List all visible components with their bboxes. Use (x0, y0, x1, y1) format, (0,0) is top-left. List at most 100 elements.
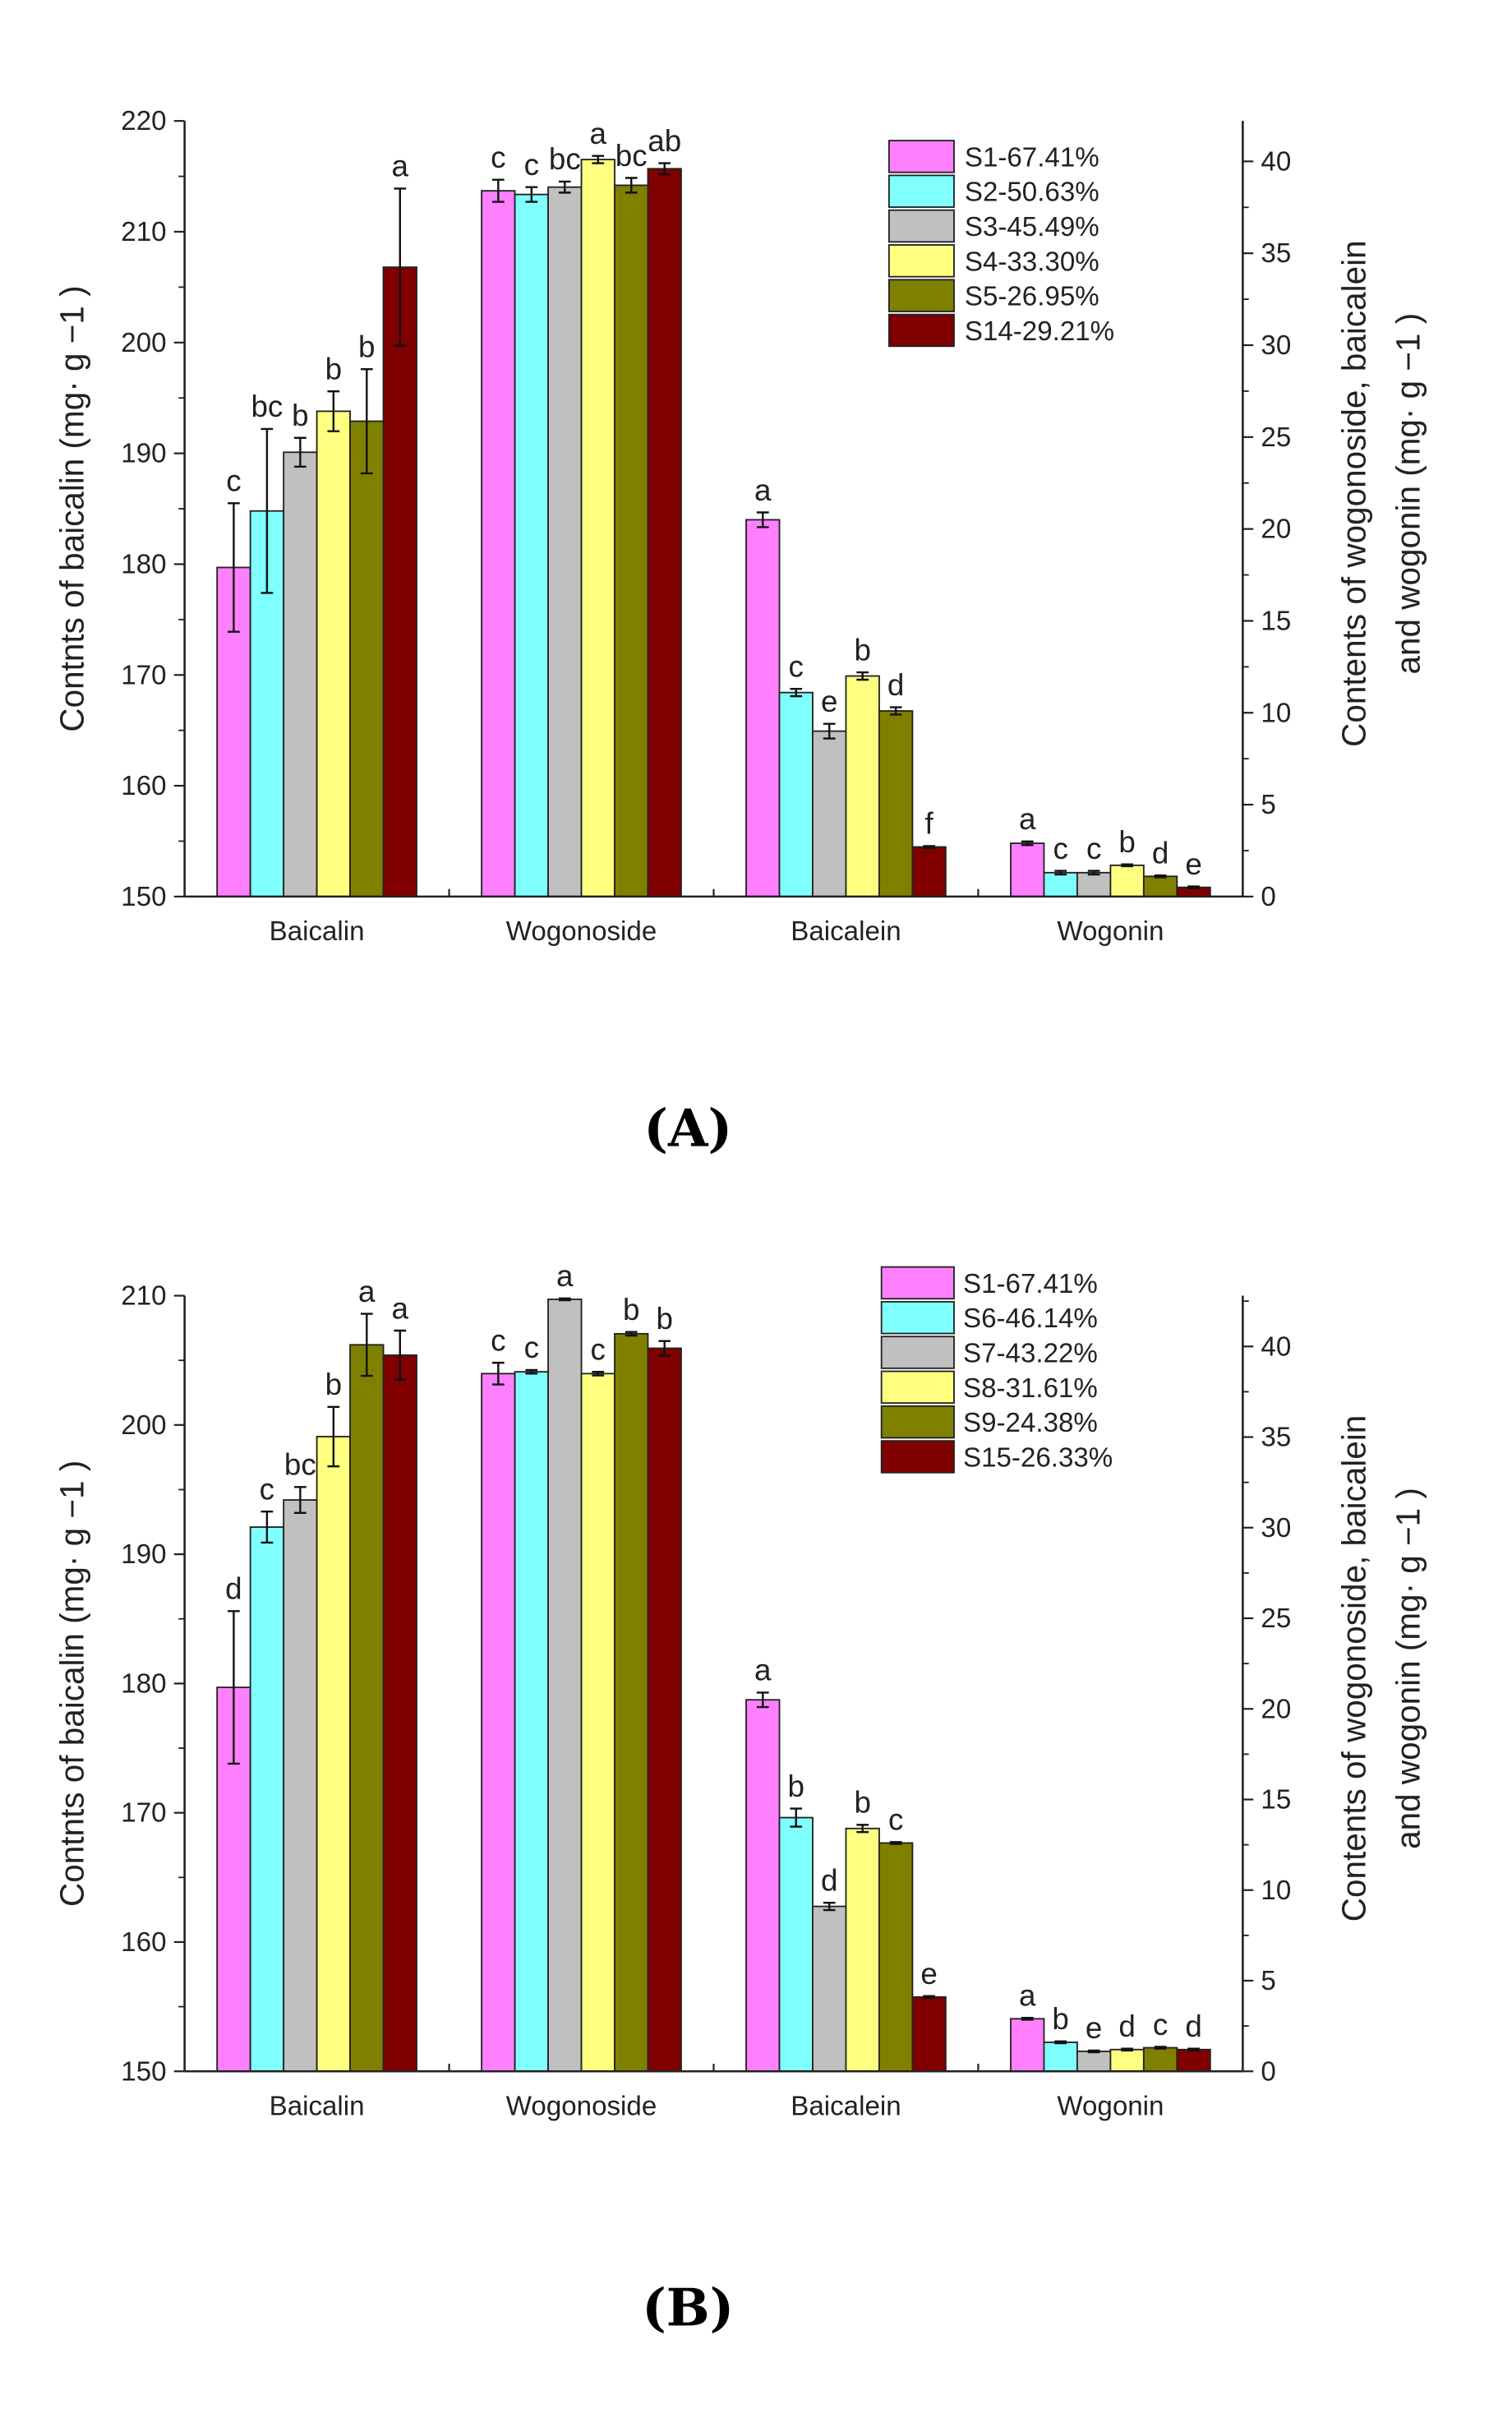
error-bar (394, 187, 407, 348)
error-bar (1187, 885, 1200, 890)
significance-letter: c (1153, 2008, 1168, 2042)
legend-swatch (887, 244, 955, 278)
bar (778, 1816, 814, 2073)
bar (1142, 875, 1178, 897)
significance-letter: c (1086, 832, 1101, 865)
right-y-tick-label: 35 (1261, 1423, 1291, 1453)
bar (1076, 871, 1112, 897)
error-bar (360, 1313, 373, 1377)
error-bar (923, 845, 935, 849)
right-y-tick-label: 40 (1261, 146, 1291, 177)
significance-letter: e (1185, 847, 1201, 881)
error-bar (1087, 870, 1100, 876)
error-bar (228, 1610, 240, 1765)
significance-letter: d (1118, 2009, 1135, 2043)
right-y-tick-label: 0 (1261, 2056, 1275, 2087)
significance-letter: b (358, 330, 375, 363)
legend-label: S1-67.41% (965, 142, 1099, 173)
x-tick-label: Baicalin (270, 916, 365, 947)
error-bar (889, 706, 902, 716)
bar (514, 1371, 549, 2073)
error-bar (1087, 2049, 1100, 2054)
legend-label: S2-50.63% (965, 178, 1099, 208)
significance-letter: c (524, 148, 539, 182)
legend-swatch (880, 1405, 955, 1439)
bar (249, 1526, 285, 2073)
bar (283, 451, 318, 897)
error-bar (491, 1361, 505, 1386)
right-y-tick-label: 0 (1261, 882, 1275, 912)
legend-swatch (887, 209, 955, 243)
right-y-tick-label: 15 (1261, 1785, 1291, 1816)
legend-label: S3-45.49% (965, 212, 1099, 242)
legend-label: S7-43.22% (963, 1338, 1098, 1368)
left-y-tick-label: 200 (121, 328, 166, 358)
error-bar (856, 671, 869, 681)
left-y-tick-label: 170 (121, 660, 166, 690)
error-bar (1154, 874, 1167, 879)
significance-letter: a (392, 1291, 409, 1325)
bar (812, 730, 847, 897)
significance-letter: a (392, 150, 409, 183)
legend-label: S9-24.38% (963, 1408, 1098, 1438)
legend-swatch (887, 313, 955, 348)
bar (1010, 2018, 1045, 2073)
bar (745, 1699, 781, 2073)
left-y-tick-label: 150 (121, 882, 166, 912)
bar (845, 1827, 880, 2073)
panel-label: (A) (643, 1097, 732, 1158)
error-bar (491, 178, 505, 203)
error-bar (625, 177, 638, 194)
significance-letter: c (591, 1332, 606, 1366)
significance-letter: a (1019, 802, 1036, 836)
x-tick-label: Baicalein (791, 916, 901, 947)
significance-letter: b (623, 1293, 639, 1326)
left-y-tick-label: 150 (121, 2056, 166, 2087)
left-y-tick-label: 190 (121, 1539, 166, 1570)
right-y-axis-label: and wogonin (mg· g −1 ) (1390, 313, 1427, 675)
legend-label: S5-26.95% (965, 282, 1099, 312)
right-y-tick-label: 10 (1261, 698, 1291, 728)
error-bar (592, 1370, 605, 1377)
error-bar (1021, 2017, 1034, 2021)
left-y-tick-label: 220 (121, 106, 166, 136)
legend-swatch (887, 279, 955, 312)
left-y-tick-label: 170 (121, 1798, 166, 1829)
error-bar (1021, 840, 1034, 847)
legend-swatch (887, 140, 955, 173)
x-tick-label: Baicalein (791, 2092, 901, 2122)
bar (911, 1995, 947, 2073)
bar (614, 184, 649, 897)
bar (778, 691, 814, 897)
error-bar (327, 390, 340, 432)
right-y-tick-label: 35 (1261, 238, 1291, 269)
legend-label: S6-46.14% (963, 1303, 1098, 1334)
significance-letter: a (754, 473, 772, 507)
error-bar (790, 1807, 803, 1828)
significance-letter: b (1118, 825, 1135, 859)
right-y-tick-label: 30 (1261, 1513, 1291, 1543)
legend: S1-67.41% S6-46.14% S7-43.22% S8-31.61% S9-2… (880, 1266, 1113, 1474)
bar (1043, 2042, 1078, 2073)
significance-letter: c (491, 1323, 505, 1357)
significance-letter: d (1185, 2009, 1201, 2043)
error-bar (260, 427, 274, 594)
legend-label: S1-67.41% (963, 1269, 1098, 1299)
significance-letter: c (260, 1472, 274, 1506)
left-y-tick-label: 160 (121, 1927, 166, 1958)
bar (349, 420, 385, 897)
bar (878, 710, 914, 897)
significance-letter: f (925, 807, 934, 841)
bar (316, 410, 351, 897)
legend-label: S15-26.33% (963, 1442, 1113, 1473)
left-y-tick-label: 210 (121, 1281, 166, 1312)
significance-letter: b (788, 1769, 804, 1803)
bar (1109, 2048, 1145, 2073)
x-tick-label: Wogonin (1057, 2092, 1164, 2122)
legend-swatch (887, 174, 955, 208)
left-y-tick-label: 160 (121, 771, 166, 801)
significance-letter: b (325, 352, 342, 385)
error-bar (756, 511, 769, 528)
left-y-tick-label: 200 (121, 1410, 166, 1441)
